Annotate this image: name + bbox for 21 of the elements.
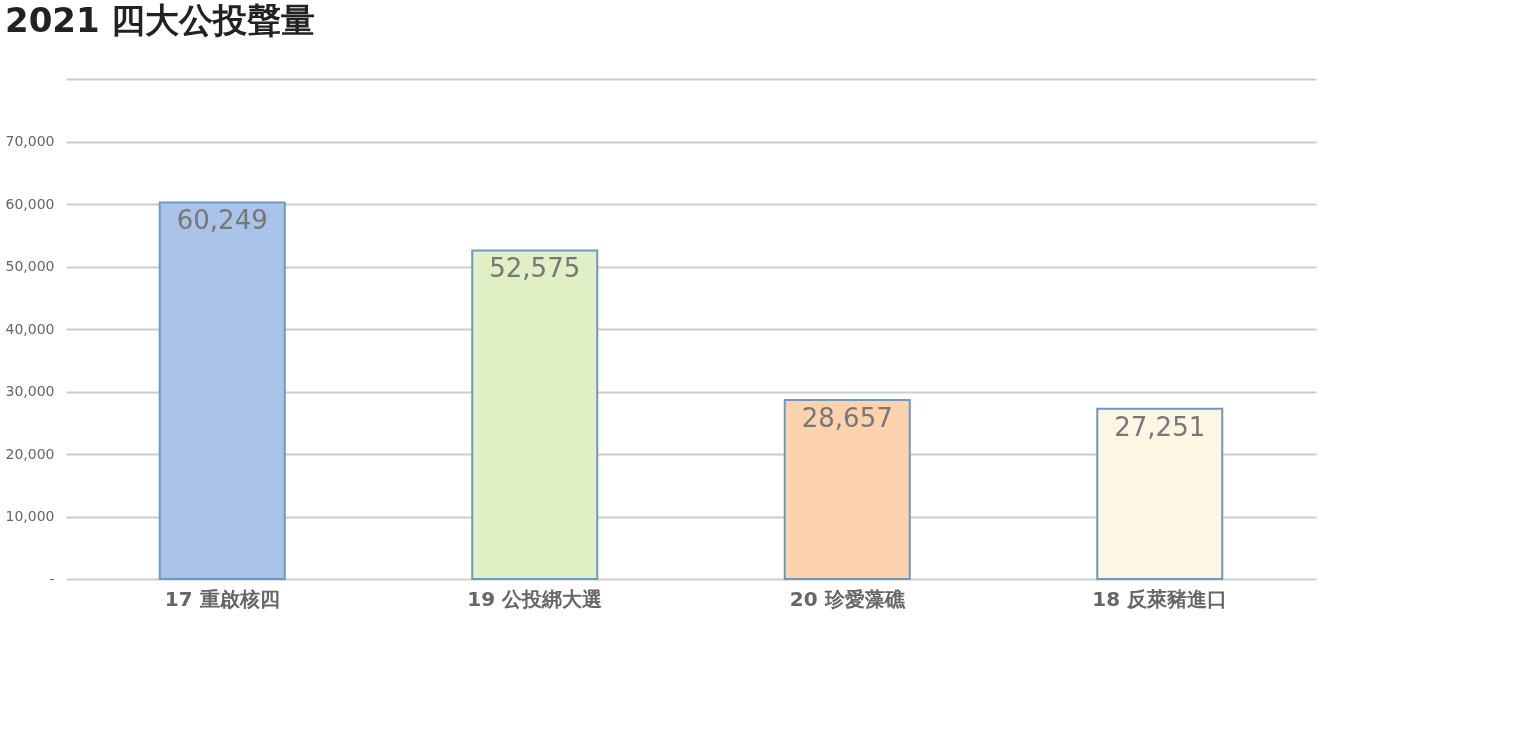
y-tick-label: 50,000 (5, 258, 55, 274)
data-label: 28,657 (801, 402, 893, 433)
x-tick-label: 17 重啟核四 (164, 586, 280, 611)
data-label: 60,249 (176, 205, 268, 236)
y-tick-label: 40,000 (5, 320, 55, 337)
chart-title: 2021 四大公投聲量 (5, 0, 316, 40)
bar (783, 398, 911, 580)
y-tick-label: 10,000 (5, 508, 55, 524)
bar (158, 201, 286, 580)
x-tick-label: 20 珍愛藻礁 (789, 586, 906, 611)
x-tick-label: 18 反萊豬進口 (1092, 586, 1228, 611)
x-tick-label: 19 公投綁大選 (467, 586, 603, 611)
y-tick-label: - (49, 570, 55, 587)
y-tick-label: 70,000 (5, 133, 55, 149)
y-tick-label: 30,000 (5, 383, 55, 399)
y-tick-label: 60,000 (5, 195, 55, 212)
bar (471, 249, 599, 580)
y-tick-label: 20,000 (5, 445, 55, 462)
bar (1096, 407, 1224, 580)
data-label: 52,575 (489, 253, 581, 284)
data-label: 27,251 (1114, 411, 1206, 442)
